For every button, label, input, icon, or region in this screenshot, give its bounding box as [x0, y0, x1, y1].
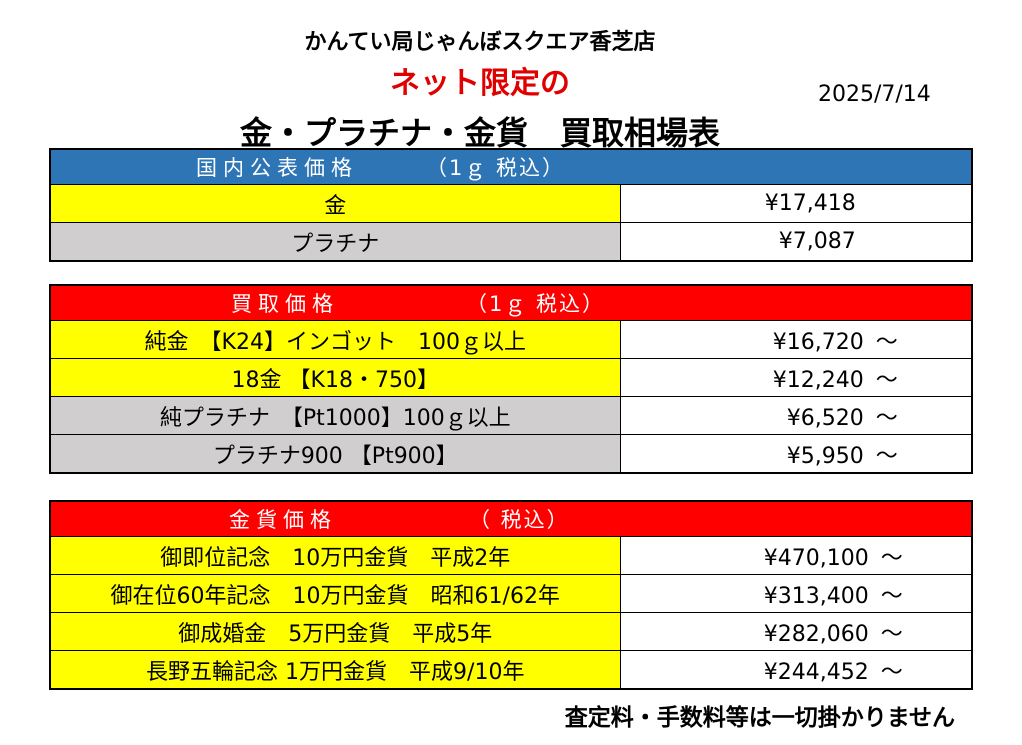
- row-label: 純プラチナ 【Pt1000】100ｇ以上: [49, 396, 621, 435]
- header-unit: （1ｇ 税込）: [466, 292, 606, 316]
- row-price: ¥16,720 ～: [619, 320, 973, 359]
- row-price: ¥313,400 ～: [619, 574, 973, 613]
- table-row: プラチナ ¥7,087: [49, 222, 973, 262]
- store-name: かんてい局じゃんぼスクエア香芝店: [304, 30, 656, 55]
- table-row: 金 ¥17,418: [49, 184, 973, 223]
- buy-price-header: 買取価格 （1ｇ 税込）: [50, 285, 973, 321]
- tilde: ～: [880, 621, 903, 647]
- fee-note: 査定料・手数料等は一切掛かりません: [564, 705, 955, 731]
- table-row: 御成婚金 5万円金貨 平成5年 ¥282,060 ～: [49, 612, 973, 651]
- subtitle: ネット限定の: [390, 66, 570, 101]
- row-label: 18金 【K18・750】: [49, 358, 621, 397]
- public-price-header: 国内公表価格 （1ｇ 税込）: [50, 149, 973, 185]
- table-row: プラチナ900 【Pt900】 ¥5,950 ～: [49, 434, 973, 474]
- row-label: プラチナ: [49, 222, 621, 262]
- row-label: 長野五輪記念 1万円金貨 平成9/10年: [49, 650, 621, 690]
- row-label: プラチナ900 【Pt900】: [49, 434, 621, 474]
- table-row: 長野五輪記念 1万円金貨 平成9/10年 ¥244,452 ～: [49, 650, 973, 690]
- table-row: 純プラチナ 【Pt1000】100ｇ以上 ¥6,520 ～: [49, 396, 973, 435]
- header-title: 金貨価格: [229, 508, 337, 532]
- row-price: ¥244,452 ～: [619, 650, 973, 690]
- row-price: ¥5,950 ～: [619, 434, 973, 474]
- table-row: 御在位60年記念 10万円金貨 昭和61/62年 ¥313,400 ～: [49, 574, 973, 613]
- table-row: 18金 【K18・750】 ¥12,240 ～: [49, 358, 973, 397]
- table-row: 御即位記念 10万円金貨 平成2年 ¥470,100 ～: [49, 536, 973, 575]
- header-title: 買取価格: [231, 292, 339, 316]
- tilde: ～: [875, 443, 898, 469]
- row-price: ¥282,060 ～: [619, 612, 973, 651]
- row-price: ¥7,087: [619, 222, 973, 262]
- row-price: ¥470,100 ～: [619, 536, 973, 575]
- header-unit: （1ｇ 税込）: [426, 156, 566, 180]
- row-label: 金: [49, 184, 621, 223]
- coin-price-header: 金貨価格 （ 税込）: [50, 501, 972, 537]
- date: 2025/7/14: [818, 82, 931, 107]
- buy-price-table: 買取価格 （1ｇ 税込） 純金 【K24】インゴット 100ｇ以上 ¥16,720…: [49, 284, 974, 474]
- tilde: ～: [880, 583, 903, 609]
- row-price: ¥12,240 ～: [619, 358, 973, 397]
- tilde: ～: [875, 329, 898, 355]
- page-title: 金・プラチナ・金貨 買取相場表: [239, 114, 720, 152]
- tilde: ～: [875, 367, 898, 393]
- row-label: 純金 【K24】インゴット 100ｇ以上: [49, 320, 621, 359]
- header-unit: （ 税込）: [469, 508, 570, 532]
- header-title: 国内公表価格: [196, 156, 358, 180]
- row-label: 御在位60年記念 10万円金貨 昭和61/62年: [49, 574, 621, 613]
- table-row: 純金 【K24】インゴット 100ｇ以上 ¥16,720 ～: [49, 320, 973, 359]
- row-price: ¥6,520 ～: [619, 396, 973, 435]
- row-label: 御即位記念 10万円金貨 平成2年: [49, 536, 621, 575]
- tilde: ～: [880, 659, 903, 685]
- tilde: ～: [880, 545, 903, 571]
- row-price: ¥17,418: [619, 184, 973, 223]
- coin-price-table: 金貨価格 （ 税込） 御即位記念 10万円金貨 平成2年 ¥470,100 ～ 御在…: [49, 500, 973, 690]
- row-label: 御成婚金 5万円金貨 平成5年: [49, 612, 621, 651]
- tilde: ～: [875, 405, 898, 431]
- public-price-table: 国内公表価格 （1ｇ 税込） 金 ¥17,418 プラチナ ¥7,087: [49, 148, 974, 262]
